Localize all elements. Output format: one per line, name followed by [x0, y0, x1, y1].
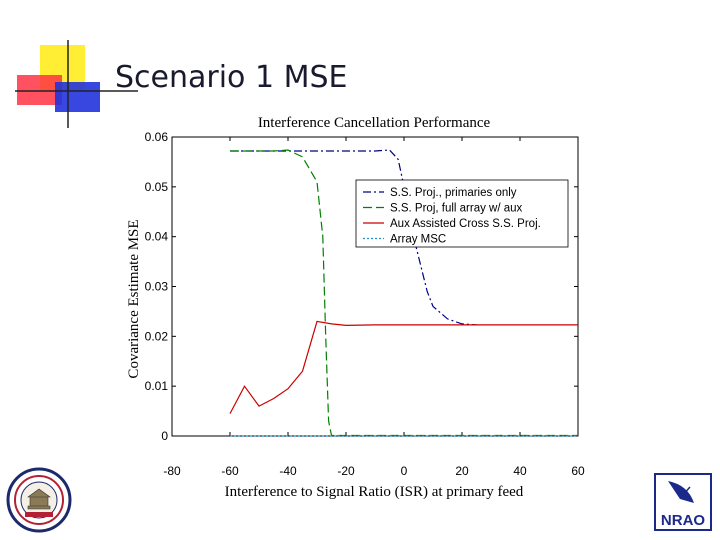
legend: S.S. Proj., primaries only S.S. Proj, ful…: [355, 179, 569, 248]
y-tick-label: 0.04: [145, 230, 169, 244]
nrao-logo: NRAO: [654, 473, 712, 531]
y-tick-label: 0: [161, 429, 168, 443]
legend-label: Aux Assisted Cross S.S. Proj.: [390, 218, 541, 230]
x-tick-label: -80: [163, 464, 181, 478]
x-tick-label: -40: [279, 464, 297, 478]
x-tick-label: -60: [221, 464, 239, 478]
telescope-feed-icon: [680, 486, 691, 498]
y-tick-label: 0.03: [145, 280, 169, 294]
slide-corner-decoration: [15, 40, 138, 128]
series-line-3: [229, 320, 578, 414]
y-tick-label: 0.01: [145, 379, 169, 393]
y-tick-label: 0.06: [145, 130, 169, 144]
legend-label: S.S. Proj., primaries only: [390, 187, 517, 199]
y-axis-label: Covariance Estimate MSE: [126, 219, 142, 378]
slide-title: Scenario 1 MSE: [115, 60, 348, 95]
x-tick-label: 40: [513, 464, 527, 478]
legend-box: [355, 179, 569, 248]
nrao-logo-frame: [654, 473, 712, 531]
decor-blue-square: [55, 82, 100, 112]
x-tick-label: 0: [401, 464, 408, 478]
y-tick-label: 0.05: [145, 180, 169, 194]
university-seal-logo: [6, 467, 72, 533]
x-axis-label: Interference to Signal Ratio (ISR) at pr…: [225, 484, 524, 500]
seal-building-icon: [27, 488, 51, 510]
legend-label: Array MSC: [390, 234, 446, 246]
legend-label: S.S. Proj, full array w/ aux: [390, 203, 523, 215]
seal-banner: [25, 512, 53, 517]
chart-title: Interference Cancellation Performance: [258, 115, 491, 131]
x-tick-label: 20: [455, 464, 469, 478]
seal-middle-ring: [14, 475, 64, 525]
x-tick-label: 60: [571, 464, 585, 478]
nrao-logo-text: NRAO: [661, 512, 705, 529]
x-tick-label: -20: [337, 464, 355, 478]
y-tick-label: 0.02: [145, 329, 169, 343]
radio-telescope-icon: [668, 481, 694, 503]
decor-red-square: [17, 75, 62, 105]
